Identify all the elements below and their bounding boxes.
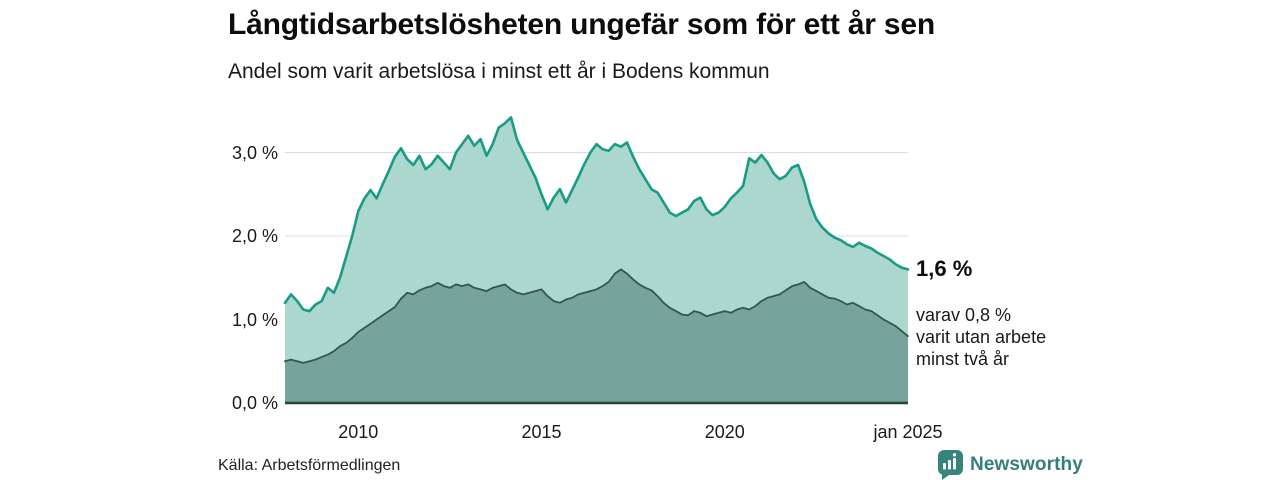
annotation-line: minst två år	[916, 349, 1010, 369]
annotation-line: varav 0,8 %	[916, 305, 1012, 325]
second-series-annotation: varav 0,8 % varit utan arbete minst två …	[916, 304, 1076, 370]
y-tick-label: 1,0 %	[231, 309, 278, 330]
brand-name: Newsworthy	[970, 454, 1083, 475]
series-line-0	[283, 116, 910, 313]
newsworthy-chart-bubble-icon	[938, 450, 963, 480]
series-line-1	[284, 268, 909, 364]
x-tick-label: 2010	[338, 422, 379, 442]
y-tick-label: 2,0 %	[231, 226, 278, 246]
x-tick-label: jan 2025	[873, 422, 943, 442]
brand-logo: Newsworthy	[938, 450, 1083, 480]
chart-title: Långtidsarbetslösheten ungefär som för e…	[228, 8, 936, 41]
x-tick-label: 2015	[521, 422, 562, 442]
series-area-1	[285, 269, 908, 403]
chart-subtitle: Andel som varit arbetslösa i minst ett å…	[228, 60, 770, 83]
end-value-annotation: 1,6 %	[916, 256, 973, 281]
y-tick-label: 0,0 %	[231, 393, 278, 413]
x-tick-label: 2020	[704, 422, 745, 442]
y-tick-label: 3,0 %	[231, 142, 278, 163]
source-attribution: Källa: Arbetsförmedlingen	[218, 457, 401, 474]
annotation-line: varit utan arbete	[916, 327, 1047, 347]
